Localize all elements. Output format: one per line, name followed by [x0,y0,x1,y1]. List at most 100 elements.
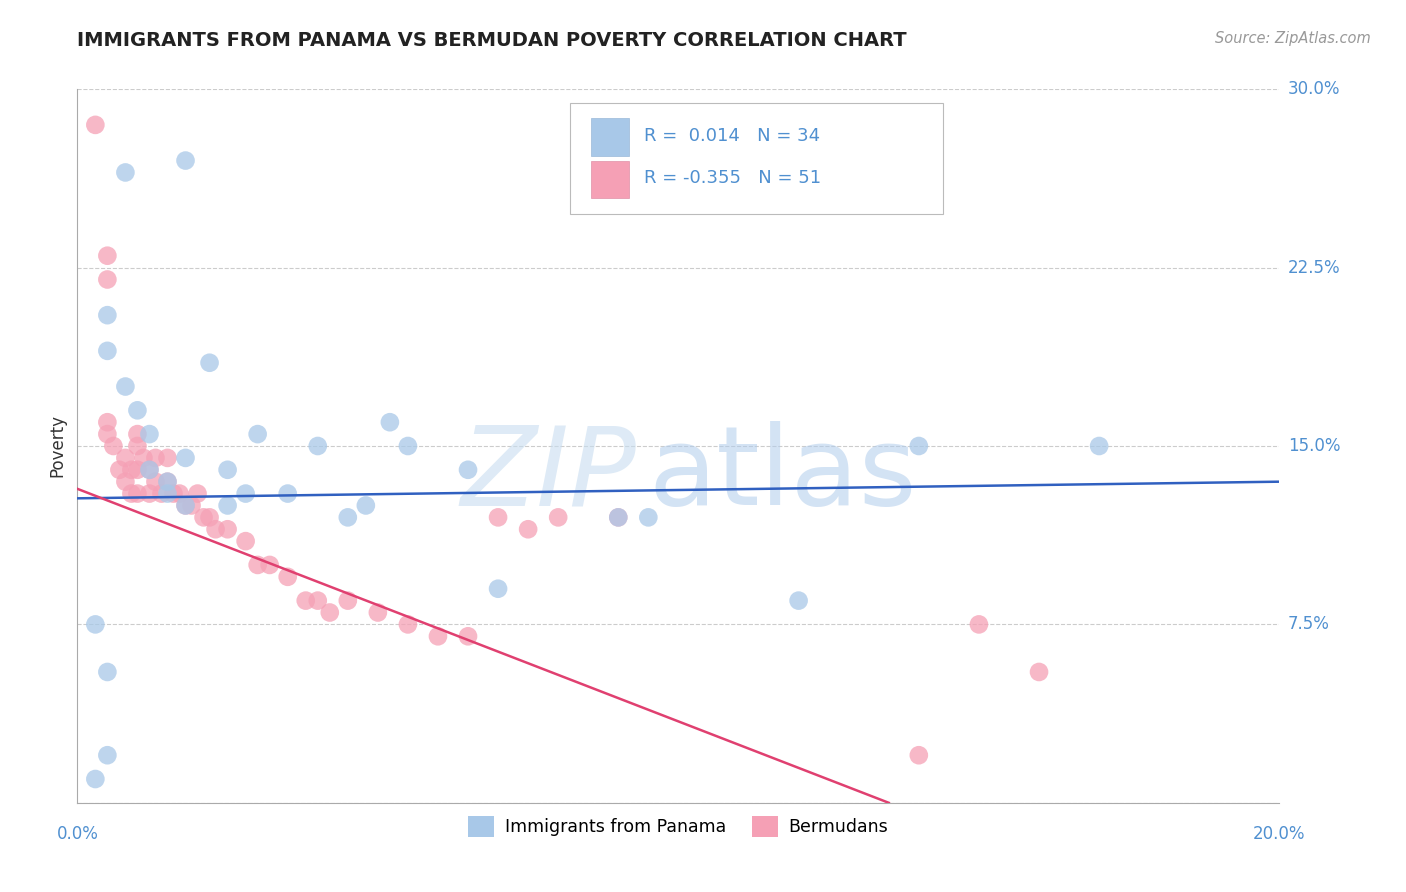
Point [156,450,179,465]
Point [127,439,149,453]
Point [319,606,342,620]
Point [96,343,118,358]
Point [96,665,118,679]
Point [486,582,509,596]
Point [277,570,299,584]
Point [150,486,173,500]
Text: ZIP: ZIP [460,421,637,528]
Legend: Immigrants from Panama, Bermudans: Immigrants from Panama, Bermudans [461,809,896,844]
Point [457,463,479,477]
Point [138,463,160,477]
Point [108,463,131,477]
Point [186,486,209,500]
Point [307,593,329,607]
Point [217,522,239,536]
Text: 22.5%: 22.5% [1288,259,1340,277]
Point [156,475,179,489]
Text: 0.0%: 0.0% [56,825,98,843]
Point [457,629,479,643]
Point [174,499,197,513]
Point [138,427,160,442]
Point [235,534,257,549]
Point [127,403,149,417]
Point [120,463,142,477]
Point [174,450,197,465]
FancyBboxPatch shape [571,103,943,214]
Point [96,427,118,442]
Point [96,272,118,286]
Point [277,486,299,500]
Point [103,439,125,453]
Text: Source: ZipAtlas.com: Source: ZipAtlas.com [1215,31,1371,46]
Point [354,499,377,513]
Point [198,356,221,370]
Point [127,463,149,477]
Point [156,475,179,489]
Point [120,486,142,500]
Point [246,558,269,572]
Point [162,486,184,500]
Point [127,486,149,500]
Point [114,379,136,393]
Point [607,510,630,524]
Point [246,427,269,442]
Point [486,510,509,524]
Point [517,522,540,536]
Point [607,510,630,524]
Text: R = -0.355   N = 51: R = -0.355 N = 51 [644,169,821,187]
Text: 15.0%: 15.0% [1288,437,1340,455]
Point [427,629,450,643]
Text: R =  0.014   N = 34: R = 0.014 N = 34 [644,127,820,145]
Point [145,450,167,465]
Point [96,415,118,429]
Point [114,165,136,179]
Point [967,617,990,632]
Point [96,748,118,763]
Point [259,558,281,572]
Point [396,617,419,632]
Point [156,486,179,500]
Point [908,439,931,453]
Point [138,463,160,477]
Point [84,617,107,632]
Point [96,249,118,263]
Text: atlas: atlas [648,421,917,528]
Point [1088,439,1111,453]
Bar [591,119,628,155]
Point [193,510,215,524]
Point [378,415,401,429]
Point [204,522,226,536]
Point [217,499,239,513]
Point [84,118,107,132]
Point [84,772,107,786]
Point [235,486,257,500]
Bar [591,161,628,198]
Point [908,748,931,763]
Point [132,450,155,465]
Point [217,463,239,477]
Point [294,593,316,607]
Point [169,486,191,500]
Point [307,439,329,453]
Point [336,593,359,607]
Point [547,510,569,524]
Point [96,308,118,322]
Point [198,510,221,524]
Point [336,510,359,524]
Point [174,153,197,168]
Text: 7.5%: 7.5% [1288,615,1330,633]
Text: 20.0%: 20.0% [1253,825,1306,843]
Text: IMMIGRANTS FROM PANAMA VS BERMUDAN POVERTY CORRELATION CHART: IMMIGRANTS FROM PANAMA VS BERMUDAN POVER… [77,31,907,50]
Point [138,486,160,500]
Point [114,475,136,489]
Y-axis label: Poverty: Poverty [48,415,66,477]
Point [114,450,136,465]
Point [637,510,659,524]
Point [1028,665,1050,679]
Text: 30.0%: 30.0% [1288,80,1340,98]
Point [145,475,167,489]
Point [180,499,202,513]
Point [787,593,810,607]
Point [127,427,149,442]
Point [396,439,419,453]
